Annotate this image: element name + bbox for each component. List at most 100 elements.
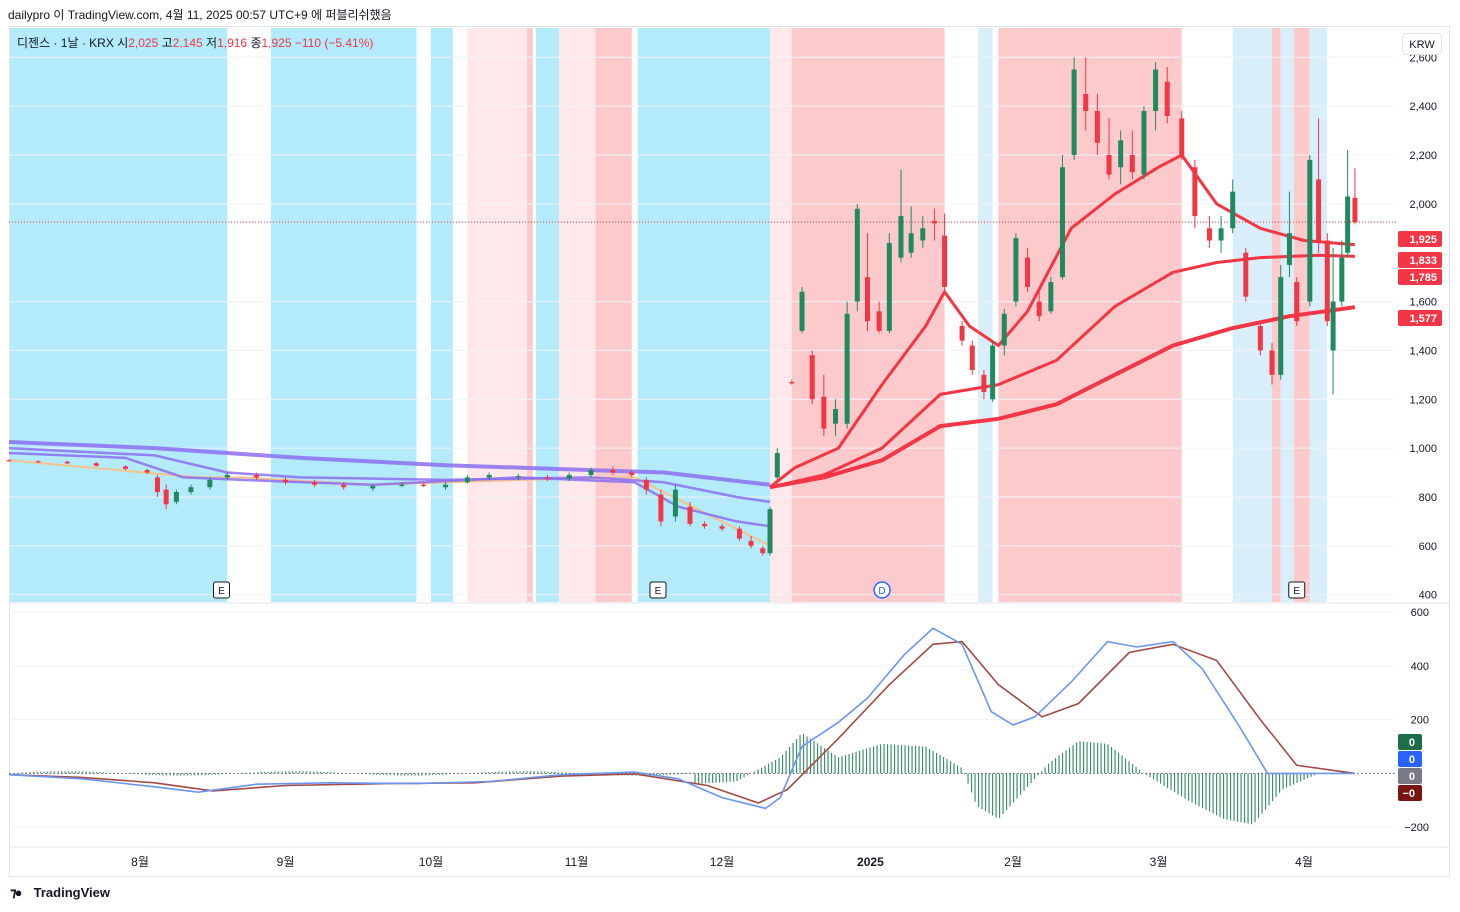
candle-body [144,470,150,473]
candle-body [1153,69,1159,112]
candle-body [672,489,678,517]
macd-line [8,640,1356,804]
price-label-text: 1,785 [1409,272,1437,284]
candle-body [173,492,179,502]
candle-body [486,474,492,478]
moving-average-line [769,253,1355,489]
macd-tick-label: 200 [1411,715,1429,727]
background-band [595,28,632,602]
candle-body [610,470,616,473]
author-name: dailypro [8,8,51,22]
background-band [1309,28,1327,602]
currency-button[interactable]: KRW [1402,33,1442,55]
low-value: 1,916 [217,36,248,50]
price-label-text: 1,833 [1409,255,1437,267]
background-band [270,28,417,602]
time-axis-label: 8월 [131,855,149,869]
background-band [770,28,792,602]
candle-body [1013,238,1019,302]
candle-body [1294,282,1300,322]
candle-body [931,220,937,224]
price-tick-label: 1,400 [1409,345,1437,357]
candle-body [832,409,838,424]
price-labels: 1,925 1,833 1,785 1,577 [1398,231,1442,326]
candle-body [544,477,550,479]
candle-body [1307,159,1313,302]
macd-value-labels: 0 0 0 −0 [1398,734,1422,801]
candle-body [920,228,926,241]
event-marker-label: E [655,586,662,597]
price-label-box [1398,269,1442,285]
candle-body [207,479,213,488]
moving-average-line [8,440,771,487]
candle-body [1141,111,1147,175]
high-label: 고 [161,36,173,50]
candle-body [990,345,996,400]
macd-grid [9,611,1395,828]
macd-lines [8,627,1356,810]
candle-body [224,474,230,478]
macd-histogram [11,734,1319,825]
price-tick-label: 2,600 [1409,52,1437,64]
candle-body [1206,228,1212,241]
price-tick-label: 1,600 [1409,297,1437,309]
dividend-marker-icon [873,581,891,599]
price-label-box [1398,310,1442,326]
event-marker-label: E [1293,586,1300,597]
candle-body [774,453,780,478]
candle-body [370,485,376,489]
time-axis-label: 12월 [710,855,734,869]
candle-body [658,494,664,522]
candle-body [643,479,649,490]
price-tick-label: 2,000 [1409,199,1437,211]
candle-body [443,484,449,488]
candle-body [1316,179,1322,241]
background-band [559,28,596,602]
price-tick-label: 600 [1419,541,1437,553]
candle-body [93,463,99,466]
candle-body [1001,313,1007,346]
time-axis-label: 2025 [857,855,884,869]
candle-body [748,540,754,546]
background-band [637,28,771,602]
background-bands [10,28,1327,602]
candle-body [464,477,470,483]
candle-body [421,484,427,486]
time-axis-label: 9월 [277,855,295,869]
macd-value-text: 0 [1409,771,1415,783]
candle-body [886,242,892,331]
candle-body [1339,257,1345,302]
candle-body [767,509,773,554]
price-tick-label: 2,200 [1409,150,1437,162]
candle-body [1118,140,1124,168]
price-tick-label: 400 [1419,590,1437,602]
candle-body [1036,301,1042,317]
candle-body [809,355,815,400]
candle-body [821,396,827,429]
candle-body [163,489,169,505]
change-value: −110 (−5.41%) [294,36,374,50]
macd-value-box [1398,734,1422,750]
macd-value-text: −0 [1402,788,1415,800]
candle-body [789,382,795,384]
open-value: 2,025 [128,36,159,50]
candle-body [253,474,259,478]
background-band [998,28,1182,602]
candle-body [1345,196,1351,253]
macd-tick-label: −200 [1404,822,1429,834]
close-label: 종 [250,36,262,50]
background-band [10,28,228,602]
candle-body [736,528,742,539]
macd-value-box [1398,785,1422,801]
background-band [467,28,528,602]
time-axis-label: 3월 [1150,855,1168,869]
candle-body [876,311,882,331]
macd-value-text: 0 [1409,737,1415,749]
high-value: 2,145 [172,36,203,50]
price-label-text: 1,925 [1409,234,1437,246]
candle-body [588,470,594,475]
macd-tick-label: 600 [1411,607,1429,619]
candle-body [341,484,347,488]
